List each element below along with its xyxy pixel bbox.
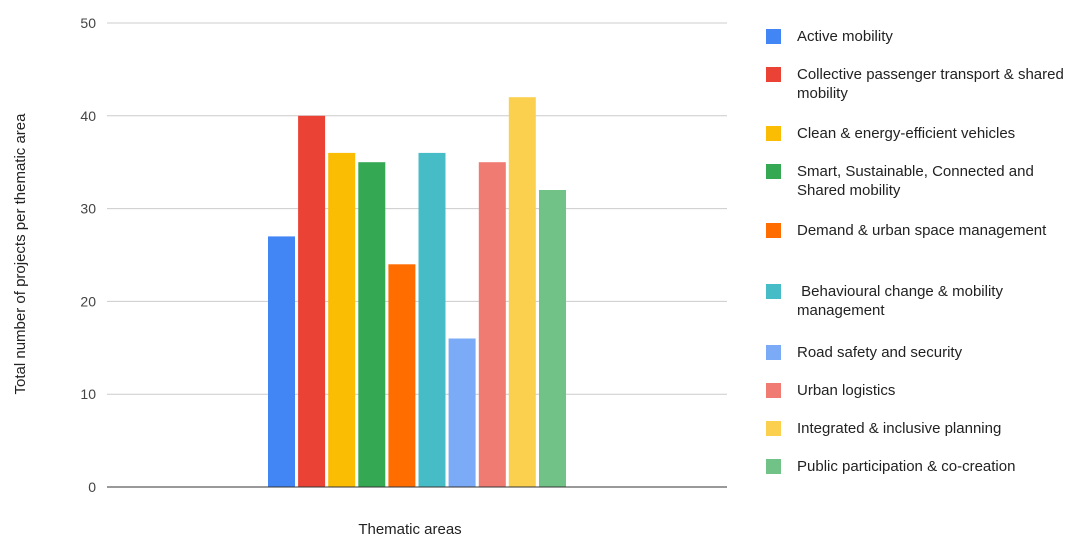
legend-swatch bbox=[766, 284, 781, 299]
legend-label: Demand & urban space management bbox=[797, 222, 1047, 239]
legend-swatch bbox=[766, 126, 781, 141]
y-tick-label: 50 bbox=[80, 15, 96, 31]
legend-item: Urban logistics bbox=[766, 381, 1084, 400]
bar bbox=[268, 236, 295, 487]
bars bbox=[268, 97, 566, 488]
legend-label: Urban logistics bbox=[797, 382, 896, 399]
legend-swatch bbox=[766, 459, 781, 474]
bar bbox=[388, 264, 416, 487]
legend-label: Collective passenger transport & shared … bbox=[797, 66, 1068, 102]
legend-swatch bbox=[766, 345, 781, 360]
legend-item: Active mobility bbox=[766, 27, 1084, 46]
y-tick-label: 10 bbox=[80, 386, 96, 402]
legend-label: Clean & energy-efficient vehicles bbox=[797, 125, 1016, 142]
legend-swatch bbox=[766, 383, 781, 398]
bar bbox=[508, 97, 536, 487]
y-tick-label: 40 bbox=[80, 108, 96, 124]
legend-swatch bbox=[766, 29, 781, 44]
legend-swatch bbox=[766, 164, 781, 179]
legend-item: Smart, Sustainable, Connected and Shared… bbox=[766, 162, 1084, 200]
bar bbox=[418, 152, 446, 487]
legend-swatch bbox=[766, 223, 781, 238]
y-tick-label: 30 bbox=[80, 201, 96, 217]
y-tick-label: 0 bbox=[88, 479, 96, 495]
legend-item: Clean & energy-efficient vehicles bbox=[766, 124, 1084, 143]
y-axis-ticks: 0 10 20 30 40 50 bbox=[80, 15, 96, 495]
bar bbox=[539, 190, 566, 487]
bar bbox=[358, 162, 386, 487]
gridlines bbox=[107, 22, 727, 395]
legend-label: Road safety and security bbox=[797, 344, 963, 361]
bar bbox=[298, 115, 326, 488]
legend-item: Road safety and security bbox=[766, 343, 1084, 362]
legend-label: Integrated & inclusive planning bbox=[797, 420, 1002, 437]
legend-item: Demand & urban space management bbox=[766, 221, 1084, 240]
legend-item: Integrated & inclusive planning bbox=[766, 419, 1084, 438]
legend-item: Collective passenger transport & shared … bbox=[766, 65, 1084, 103]
y-tick-label: 20 bbox=[80, 293, 96, 309]
bar bbox=[478, 162, 506, 487]
x-axis-title: Thematic areas bbox=[358, 521, 461, 538]
legend-label: Public participation & co-creation bbox=[797, 458, 1016, 475]
legend-swatch bbox=[766, 421, 781, 436]
legend-item: Public participation & co-creation bbox=[766, 457, 1084, 476]
legend-label: Active mobility bbox=[797, 28, 893, 45]
legend-label: Behavioural change & mobility management bbox=[797, 283, 1008, 319]
legend-label: Smart, Sustainable, Connected and Shared… bbox=[797, 163, 1038, 199]
legend-swatch bbox=[766, 67, 781, 82]
y-axis-title: Total number of projects per thematic ar… bbox=[12, 113, 29, 395]
bar bbox=[448, 338, 476, 487]
legend-item: Behavioural change & mobility management bbox=[766, 282, 1084, 320]
bar bbox=[328, 152, 356, 487]
